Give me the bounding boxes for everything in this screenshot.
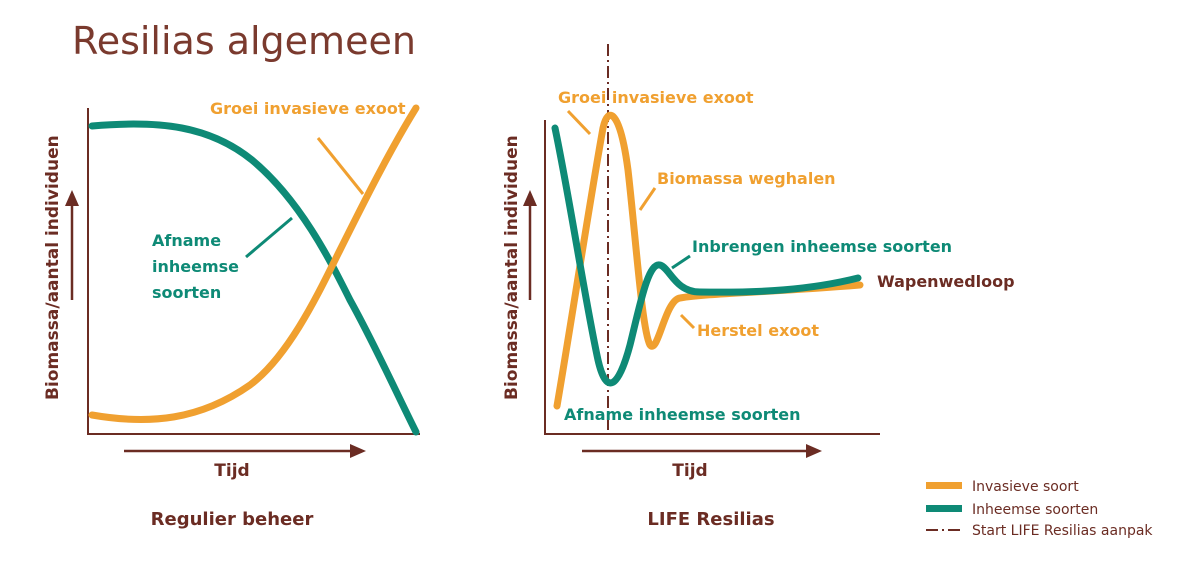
right-x-axis-label: Tijd xyxy=(672,461,707,481)
right-panel: Biomassa/aantal individuen Tijd Groei in… xyxy=(502,44,1015,530)
legend-swatch-native xyxy=(926,505,962,512)
right-native-curve xyxy=(551,124,862,387)
left-panel: Biomassa/aantal individuen Tijd Groei in… xyxy=(43,99,420,530)
left-native-curve xyxy=(88,120,420,436)
right-annotation-decline: Afname inheemse soorten xyxy=(564,405,801,424)
left-x-axis-label: Tijd xyxy=(214,461,249,481)
legend: Invasieve soort Inheemse soorten Start L… xyxy=(926,479,1153,539)
right-annotation-growth: Groei invasieve exoot xyxy=(558,88,754,107)
right-growth-leader xyxy=(566,109,592,136)
right-removal-leader xyxy=(638,187,657,211)
right-x-arrowhead xyxy=(806,444,822,458)
left-annotation-native-line2: inheemse xyxy=(152,257,239,276)
left-caption: Regulier beheer xyxy=(151,509,314,530)
left-annotation-native-line1: Afname xyxy=(152,231,221,250)
legend-label-native: Inheemse soorten xyxy=(972,502,1098,518)
left-annotation-native: Afname inheemse soorten xyxy=(152,231,245,302)
right-caption: LIFE Resilias xyxy=(647,509,774,530)
right-annotation-arms-race: Wapenwedloop xyxy=(877,272,1015,291)
right-annotation-introduce: Inbrengen inheemse soorten xyxy=(692,237,952,256)
left-invasive-leader xyxy=(316,137,365,195)
left-x-arrowhead xyxy=(350,444,366,458)
legend-label-start: Start LIFE Resilias aanpak xyxy=(972,523,1153,539)
left-axes xyxy=(87,108,420,435)
right-axes xyxy=(544,120,880,435)
left-y-arrowhead xyxy=(65,190,79,206)
right-annotation-recovery: Herstel exoot xyxy=(697,321,819,340)
legend-label-invasive: Invasieve soort xyxy=(972,479,1079,495)
left-annotation-invasive: Groei invasieve exoot xyxy=(210,99,406,118)
legend-swatch-invasive xyxy=(926,482,962,489)
left-native-leader xyxy=(245,216,293,259)
right-y-arrowhead xyxy=(523,190,537,206)
right-recovery-leader xyxy=(679,313,696,330)
page-title: Resilias algemeen xyxy=(72,19,416,63)
right-annotation-removal: Biomassa weghalen xyxy=(657,169,836,188)
right-introduce-leader xyxy=(671,254,691,270)
right-invasive-curve xyxy=(553,112,864,410)
left-y-axis-label: Biomassa/aantal individuen xyxy=(43,135,63,400)
left-invasive-curve xyxy=(88,104,420,424)
right-y-axis-label: Biomassa/aantal individuen xyxy=(502,135,522,400)
left-annotation-native-line3: soorten xyxy=(152,283,221,302)
